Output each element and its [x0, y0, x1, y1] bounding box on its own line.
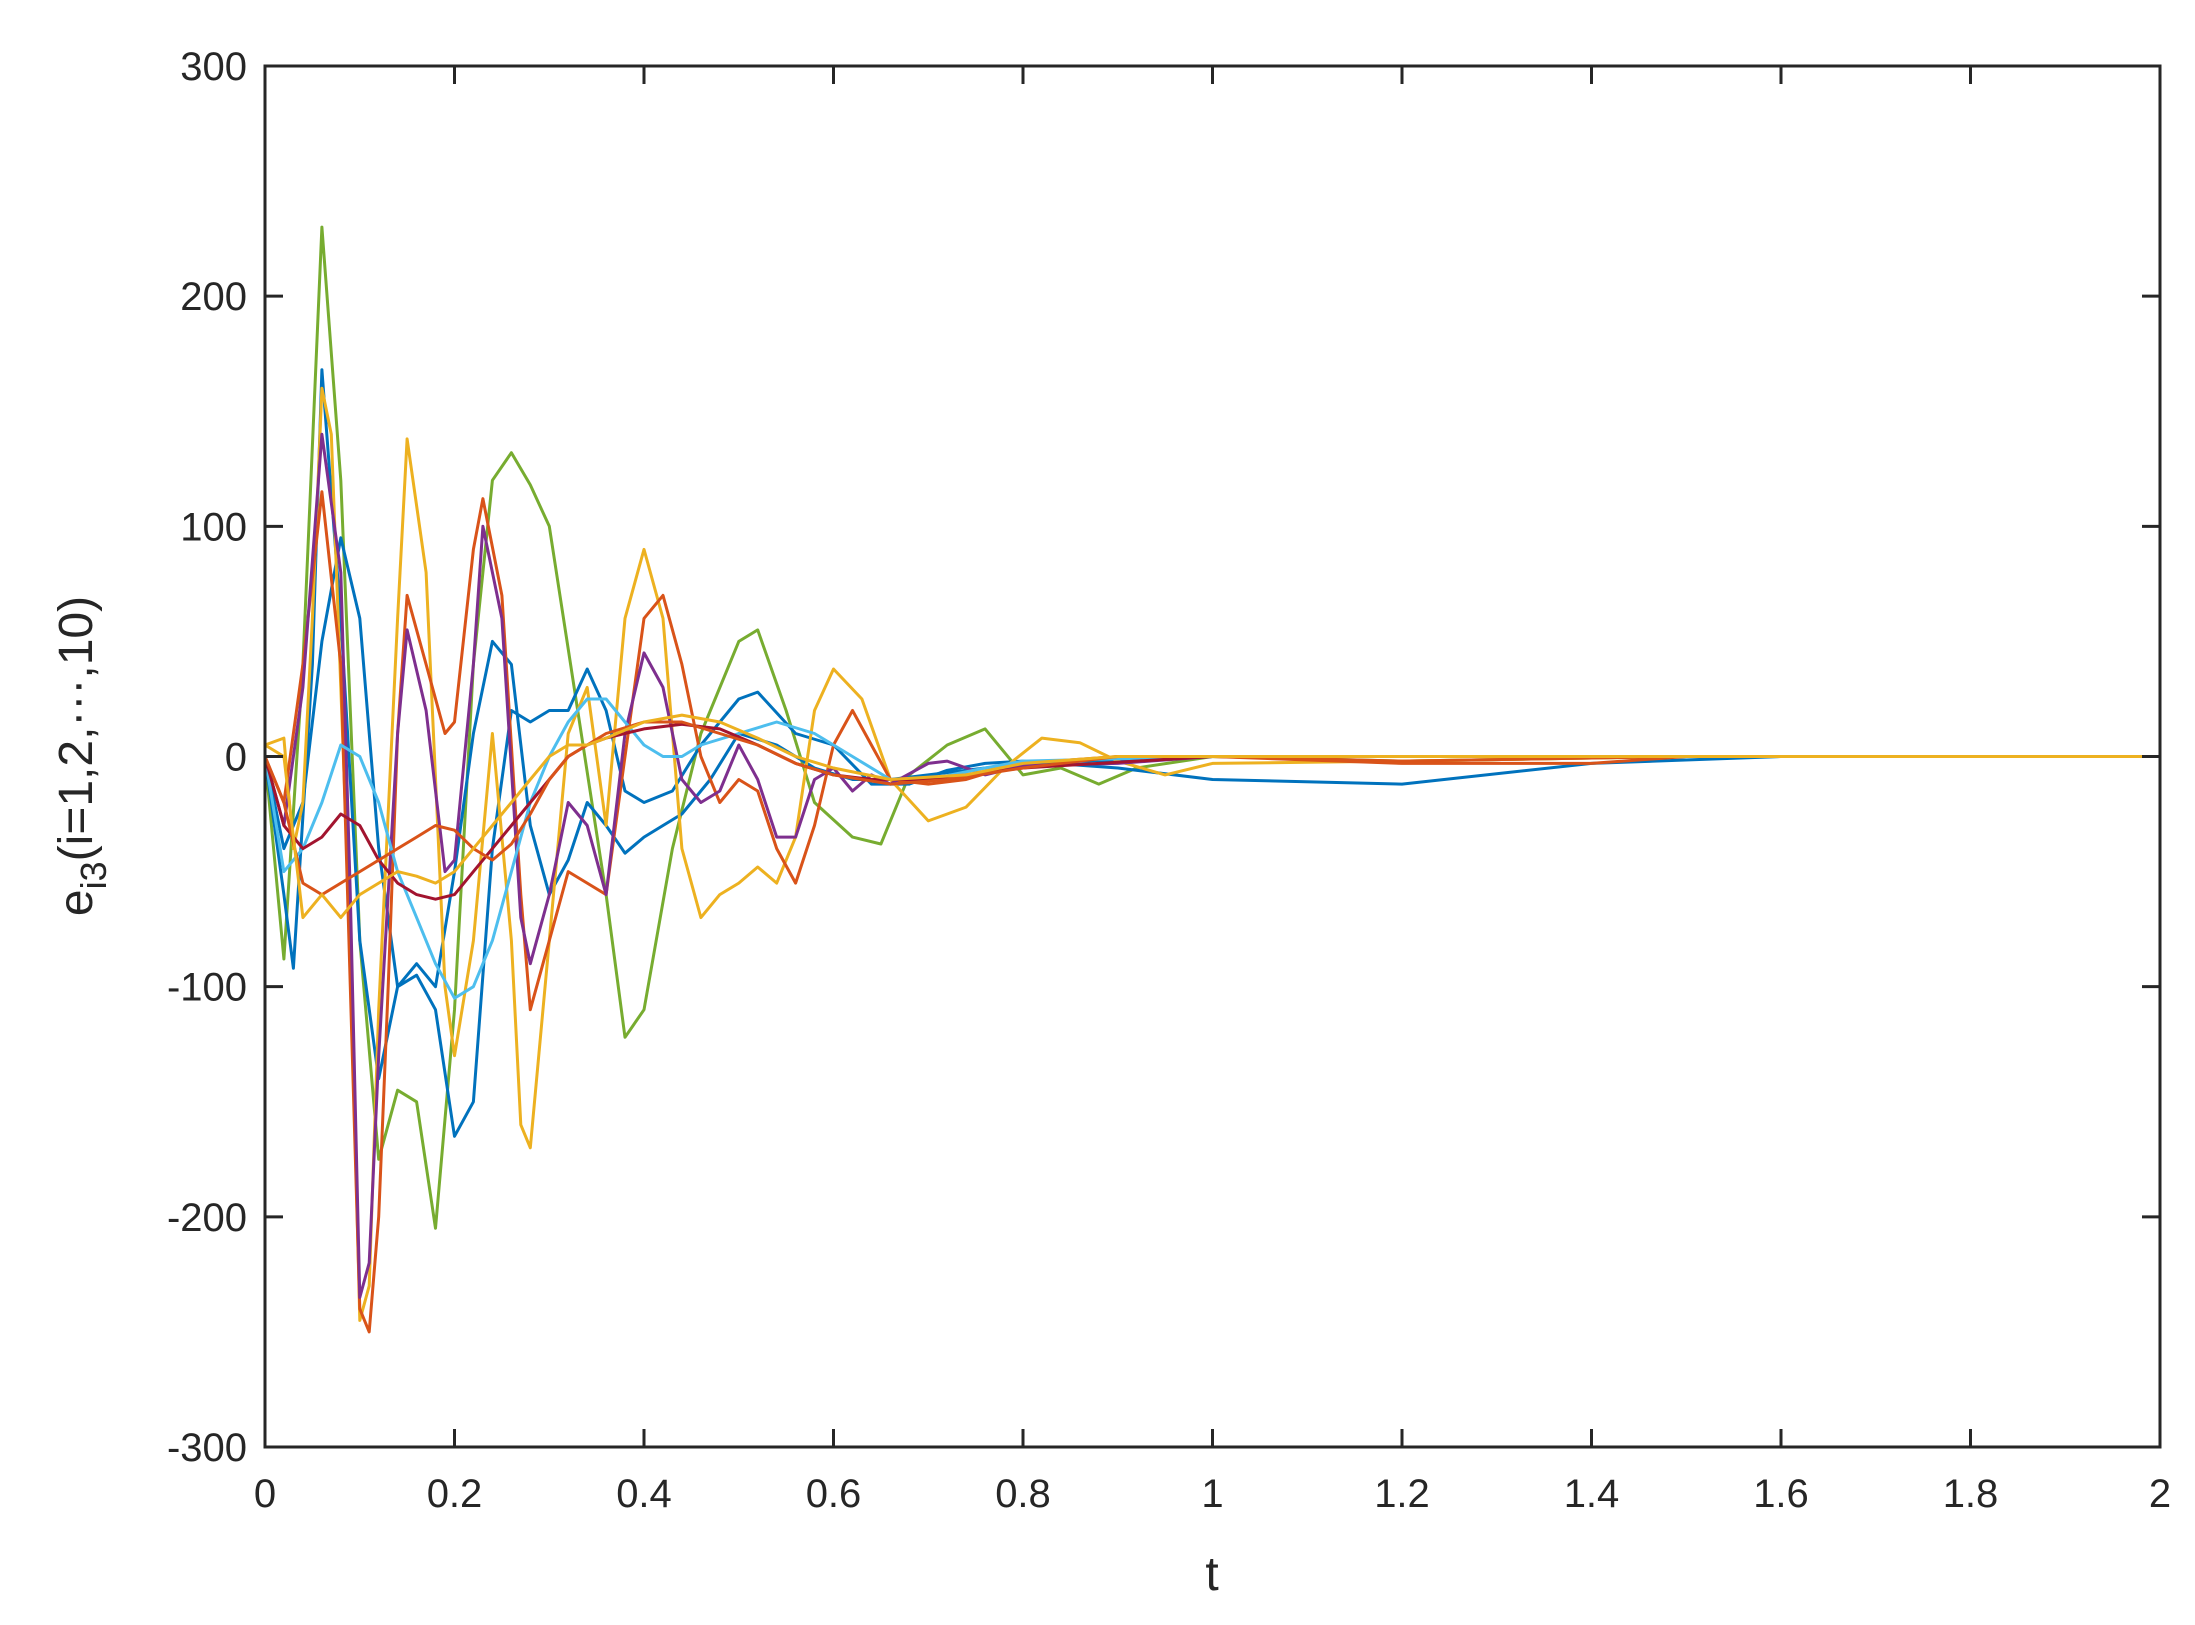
y-axis-label-main: e	[50, 889, 103, 916]
series-line-1	[263, 225, 2162, 1230]
x-tick-label: 0.6	[806, 1472, 862, 1516]
x-tick-label: 0.2	[427, 1472, 483, 1516]
y-axis-label: ei3(i=1,2,···,10)	[50, 596, 114, 916]
x-tick-label: 0.4	[616, 1472, 672, 1516]
x-tick-label: 0.8	[995, 1472, 1051, 1516]
x-axis-label: t	[1205, 1548, 1218, 1601]
x-tick-label: 0	[254, 1472, 276, 1516]
x-tick-label: 1.8	[1943, 1472, 1999, 1516]
x-tick-label: 2	[2149, 1472, 2171, 1516]
x-tick-label: 1.2	[1374, 1472, 1430, 1516]
x-tick-label: 1	[1201, 1472, 1223, 1516]
x-tick-label: 1.4	[1564, 1472, 1620, 1516]
series-line-6	[263, 432, 2162, 1299]
y-tick-label: -100	[167, 966, 247, 1010]
series-line-7	[263, 697, 2162, 1000]
tick-layer: 0 0.2 0.4 0.6 0.8 1 1.2 1.4 1.6 1.8 2 -300 -200 -100 0…	[167, 45, 2171, 1516]
y-tick-label: -300	[167, 1426, 247, 1470]
y-tick-label: 0	[225, 736, 247, 780]
series-line-9	[263, 720, 2162, 897]
y-axis-label-subscript: i3	[73, 861, 114, 889]
y-tick-label: 200	[180, 275, 247, 319]
x-tick-label: 1.6	[1753, 1472, 1809, 1516]
y-tick-label: 300	[180, 45, 247, 89]
y-tick-label: 100	[180, 505, 247, 549]
series-layer	[263, 225, 2162, 1334]
y-axis-label-rest: (i=1,2,···,10)	[50, 596, 103, 861]
series-line-10	[263, 713, 2162, 920]
y-tick-label: -200	[167, 1196, 247, 1240]
